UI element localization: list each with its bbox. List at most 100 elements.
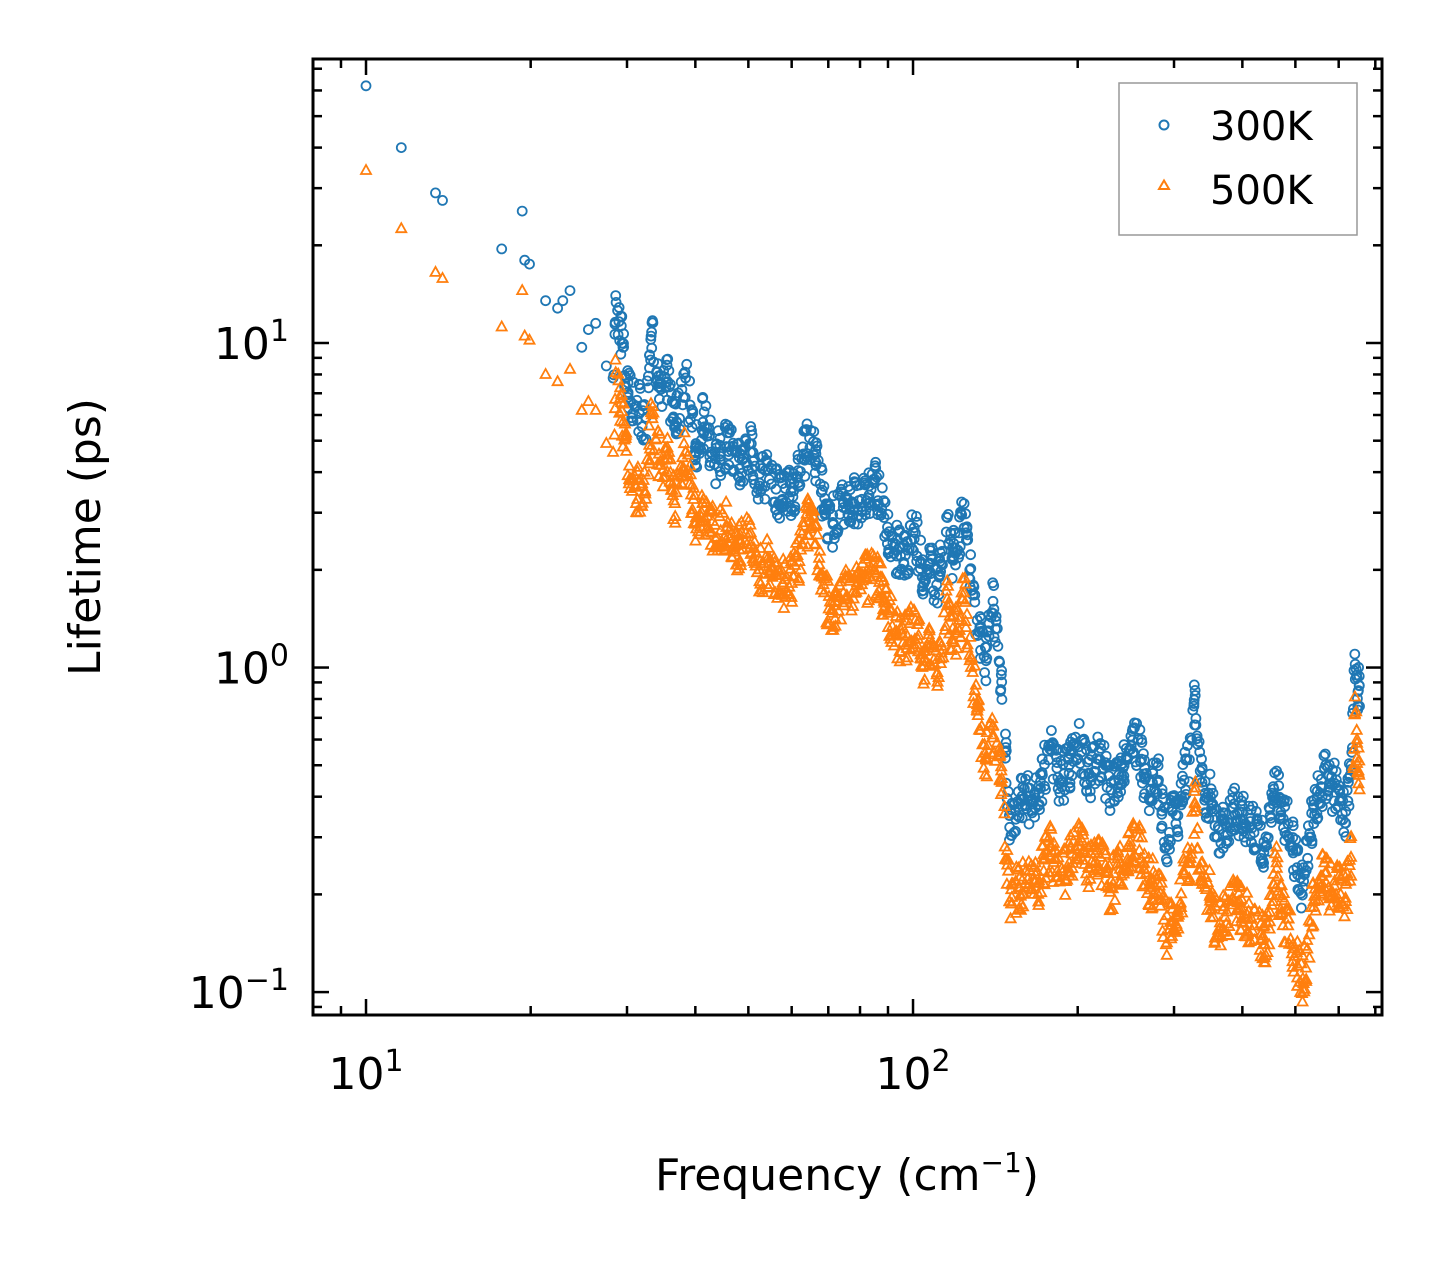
data-point-500K (1126, 850, 1140, 862)
data-point-500K (812, 568, 826, 581)
data-point-300K (954, 511, 965, 523)
data-point-500K (1324, 885, 1338, 898)
data-point-300K (911, 511, 922, 522)
data-point-300K (1211, 831, 1223, 843)
data-point-300K (564, 285, 576, 297)
x-tick-label: 101 (328, 1044, 403, 1100)
data-point-500K (983, 716, 997, 728)
data-point-500K (1001, 863, 1015, 876)
data-point-500K (980, 725, 994, 737)
data-point-500K (745, 545, 759, 558)
data-point-300K (794, 479, 806, 491)
data-point-500K (651, 424, 665, 436)
data-point-500K (1034, 885, 1048, 898)
data-point-500K (1035, 839, 1049, 851)
data-point-500K (784, 590, 798, 602)
data-point-500K (645, 411, 659, 424)
data-point-500K (1132, 819, 1147, 831)
data-point-500K (1247, 932, 1261, 945)
data-point-500K (907, 602, 921, 615)
data-point-500K (1337, 909, 1352, 922)
data-point-300K (600, 360, 612, 372)
data-point-500K (613, 413, 627, 426)
data-point-500K (1012, 901, 1026, 913)
data-point-300K (647, 315, 658, 327)
data-point-300K (1138, 754, 1150, 766)
data-point-300K (1207, 798, 1219, 810)
data-point-500K (941, 579, 955, 591)
data-point-300K (1085, 775, 1097, 787)
data-point-500K (1302, 927, 1316, 940)
data-point-500K (616, 414, 630, 427)
data-point-300K (1160, 841, 1172, 853)
x-axis-label-end: ) (1022, 1150, 1039, 1201)
data-point-300K (1199, 787, 1211, 799)
data-point-300K (1292, 869, 1304, 881)
data-point-500K (1108, 893, 1122, 905)
data-point-500K (826, 619, 840, 632)
data-point-500K (868, 562, 882, 575)
data-point-500K (1146, 887, 1160, 900)
data-point-300K (1223, 836, 1235, 847)
data-point-500K (1043, 839, 1057, 852)
data-point-300K (1188, 694, 1200, 706)
data-point-500K (803, 510, 817, 522)
data-point-500K (949, 647, 963, 660)
data-point-300K (1234, 806, 1245, 817)
legend-label-300k: 300K (1210, 104, 1314, 150)
data-point-300K (516, 205, 528, 217)
data-point-500K (1099, 857, 1113, 870)
data-point-500K (1188, 796, 1202, 809)
data-point-500K (644, 405, 658, 418)
data-point-500K (995, 771, 1009, 783)
data-point-500K (860, 547, 874, 560)
data-point-500K (874, 556, 888, 569)
data-point-500K (1218, 890, 1232, 903)
data-point-300K (947, 551, 959, 562)
data-point-300K (679, 366, 691, 378)
data-point-500K (1258, 955, 1272, 968)
data-point-500K (744, 525, 758, 538)
data-point-500K (960, 640, 974, 653)
data-point-500K (615, 388, 629, 401)
data-point-300K (860, 509, 871, 521)
data-point-300K (1143, 805, 1155, 817)
data-point-500K (522, 332, 537, 345)
data-point-500K (677, 425, 692, 438)
data-point-500K (800, 527, 815, 540)
data-point-300K (699, 421, 710, 433)
data-point-500K (840, 588, 854, 601)
data-point-300K (1308, 802, 1320, 814)
data-point-500K (820, 617, 834, 630)
data-point-300K (1104, 805, 1116, 816)
data-point-300K (1055, 774, 1066, 786)
data-point-300K (788, 485, 799, 497)
data-point-500K (925, 659, 939, 671)
data-point-300K (965, 549, 976, 561)
data-point-500K (1159, 937, 1173, 950)
data-point-500K (870, 550, 885, 562)
data-point-500K (1351, 740, 1366, 753)
data-point-300K (496, 243, 508, 255)
data-point-500K (1344, 829, 1358, 842)
data-point-300K (1351, 672, 1363, 684)
data-point-300K (948, 554, 959, 566)
data-point-500K (908, 612, 922, 625)
data-point-300K (915, 534, 926, 546)
data-point-500K (747, 554, 761, 566)
data-point-500K (958, 576, 973, 589)
data-point-300K (1092, 731, 1104, 743)
data-point-500K (980, 769, 994, 782)
data-point-500K (795, 536, 809, 549)
data-point-500K (642, 467, 656, 480)
data-point-500K (725, 550, 739, 563)
data-point-500K (1032, 873, 1046, 886)
data-point-300K (583, 324, 594, 336)
data-point-500K (733, 542, 747, 555)
data-point-500K (768, 585, 783, 598)
data-point-500K (394, 221, 408, 234)
data-point-500K (551, 374, 565, 387)
x-tick-label: 102 (875, 1044, 950, 1100)
data-point-300K (756, 483, 768, 495)
data-point-500K (631, 460, 645, 472)
